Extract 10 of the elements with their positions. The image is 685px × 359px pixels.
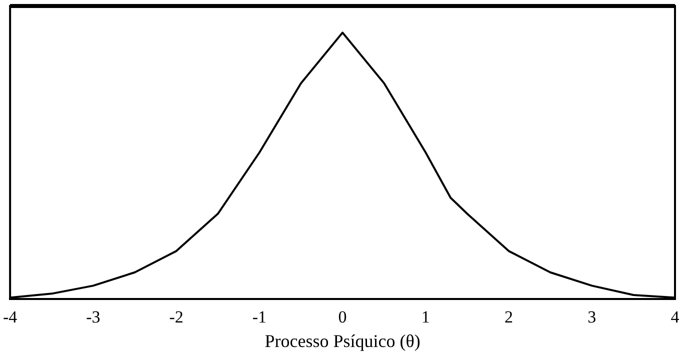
x-tick-label: 3 [588,308,596,327]
x-tick-label: 2 [504,308,514,327]
x-axis-title: Processo Psíquico (θ) [264,330,420,351]
x-tick-label: -3 [86,308,100,327]
x-tick-label: 0 [338,308,347,327]
x-tick-label: 1 [421,308,430,327]
x-tick-label: -4 [2,308,18,327]
x-tick-label: -1 [252,308,267,327]
x-tick-label: -2 [169,308,184,327]
x-tick-label: 4 [670,308,680,327]
